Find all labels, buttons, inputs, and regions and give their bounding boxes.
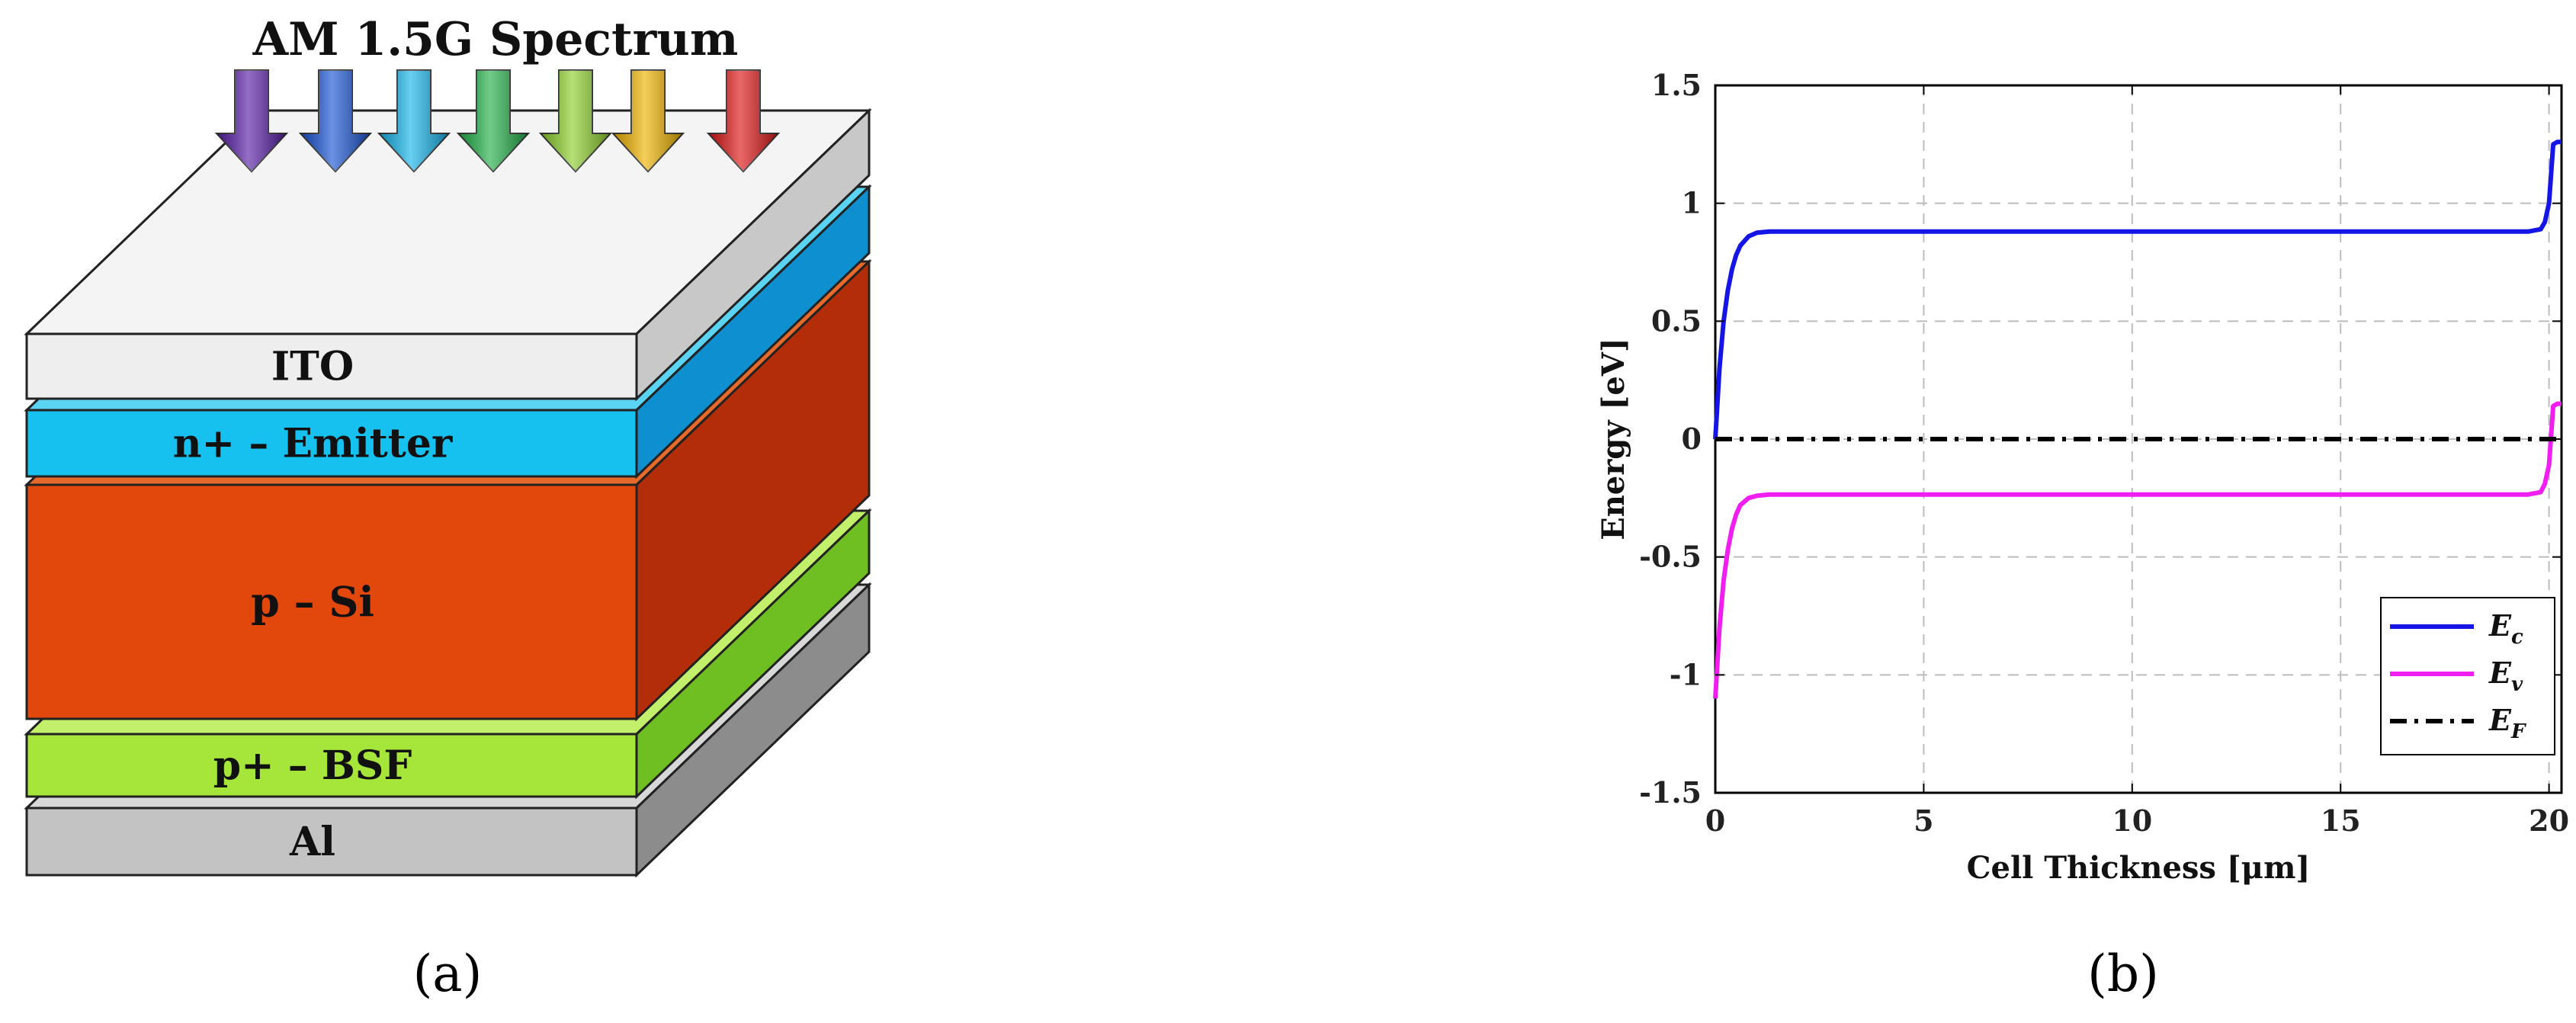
layer-front-face [25,733,638,798]
light-arrow-icon [456,69,531,173]
light-arrow-icon [706,69,781,173]
y-tick-label: 0.5 [1651,303,1702,338]
series-line-Ec [1713,140,2562,440]
layer-front-face [25,332,638,400]
y-tick-label: 1.5 [1651,68,1702,102]
x-tick-label: 15 [2321,803,2361,838]
layer-ito: ITO [24,107,872,402]
series-lines [1713,140,2562,699]
y-tick-label: 0 [1682,422,1702,456]
series-line-Ev [1713,401,2562,699]
caption-a: (a) [413,944,483,1003]
spectrum-title: AM 1.5G Spectrum [252,13,739,66]
y-axis-label: Energy [eV] [1596,338,1631,540]
x-tick-label: 10 [2112,803,2152,838]
light-arrow-icon [538,69,613,173]
layer-front-face [25,483,638,720]
y-tick-label: -1.5 [1639,775,1702,810]
layer-label-bsf: p+ – BSF [213,742,412,789]
x-axis-label: Cell Thickness [μm] [1967,850,2311,886]
band-diagram-chart: 0 5 10 15 20 1.5 1 0.5 0 -0.5 -1 -1.5 Cell Thicknes… [1596,68,2569,1003]
caption-b: (b) [2087,944,2159,1003]
y-tick-label: -1 [1670,657,1702,691]
layer-label-emitter: n+ – Emitter [173,421,453,467]
layer-label-al: Al [289,819,335,865]
layer-front-face [25,807,638,877]
layer-stack: Al p+ – BSF p – Si n+ – Emitter ITO [24,107,872,878]
y-tick-label: -0.5 [1639,540,1702,574]
light-arrow-icon [611,69,685,173]
light-arrow-icon [214,69,289,173]
solar-cell-diagram: AM 1.5G Spectrum Al p+ – BSF p – Si n+ – Em… [24,13,872,1003]
x-tick-label: 20 [2529,803,2569,838]
x-tick-label: 5 [1914,803,1933,838]
layer-front-face [25,409,638,478]
light-arrows [214,69,781,173]
light-arrow-icon [377,69,451,173]
y-tick-label: 1 [1682,186,1702,220]
layer-label-ito: ITO [271,344,354,390]
light-arrow-icon [298,69,373,173]
layer-label-p-si: p – Si [251,577,374,626]
axis-ticks: 0 5 10 15 20 1.5 1 0.5 0 -0.5 -1 -1.5 [1639,68,2569,838]
x-tick-label: 0 [1705,803,1725,838]
